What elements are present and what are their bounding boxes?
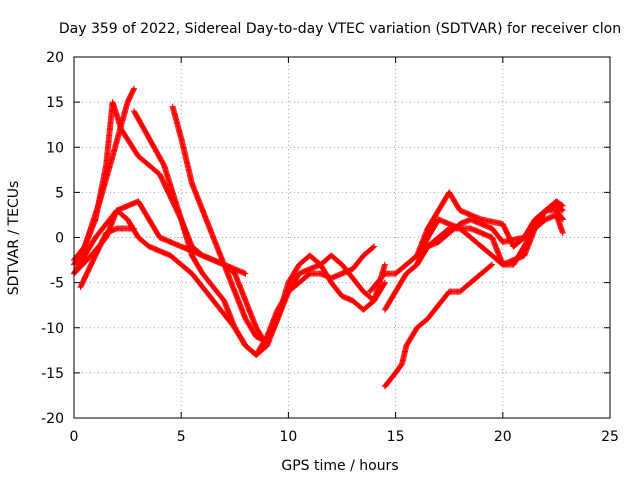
x-tick-labels: 0 5 10 15 20 25 — [70, 429, 619, 445]
series-track-11 — [414, 198, 566, 268]
y-axis-label: SDTVAR / TECUs — [6, 181, 22, 296]
series-layer — [71, 85, 566, 390]
data-point-marker — [489, 261, 496, 268]
data-point-marker — [371, 243, 378, 250]
data-point-marker — [370, 244, 377, 251]
data-point-marker — [559, 202, 566, 209]
x-tick-label: 0 — [70, 429, 79, 445]
x-tick-label: 10 — [279, 429, 297, 445]
y-tick-label: -15 — [41, 366, 64, 382]
x-tick-label: 25 — [601, 429, 619, 445]
data-point-marker — [381, 280, 388, 287]
data-point-marker — [559, 229, 566, 236]
y-tick-label: -10 — [41, 321, 64, 337]
y-tick-label: 10 — [46, 140, 64, 156]
y-tick-label: 15 — [46, 95, 64, 111]
data-point-marker — [131, 225, 138, 232]
data-point-marker — [242, 270, 249, 277]
y-tick-label: 0 — [55, 231, 64, 247]
y-tick-label: 20 — [46, 50, 64, 66]
series-track-2 — [71, 85, 138, 268]
y-tick-label: 5 — [55, 185, 64, 201]
series-track-4 — [71, 198, 249, 277]
series-track-13 — [381, 261, 496, 390]
series-track-12 — [424, 211, 566, 250]
y-tick-label: -20 — [41, 411, 64, 427]
y-tick-labels: -20 -15 -10 -5 0 5 10 15 20 — [41, 50, 64, 427]
series-track-6 — [131, 108, 270, 358]
ticks — [73, 56, 611, 419]
y-tick-label: -5 — [50, 276, 64, 292]
chart-title: Day 359 of 2022, Sidereal Day-to-day VTE… — [59, 21, 621, 37]
series-track-8 — [285, 243, 378, 295]
data-point-marker — [131, 85, 138, 92]
series-track-7 — [169, 103, 388, 345]
x-tick-label: 20 — [494, 429, 512, 445]
x-tick-label: 15 — [387, 429, 405, 445]
data-point-marker — [558, 202, 565, 209]
data-point-marker — [381, 279, 388, 286]
data-point-marker — [381, 261, 388, 268]
x-tick-label: 5 — [177, 429, 186, 445]
x-axis-label: GPS time / hours — [281, 458, 398, 474]
data-point-marker — [488, 262, 495, 269]
grid — [74, 57, 610, 418]
series-track-5 — [77, 225, 138, 291]
data-point-marker — [263, 343, 270, 350]
